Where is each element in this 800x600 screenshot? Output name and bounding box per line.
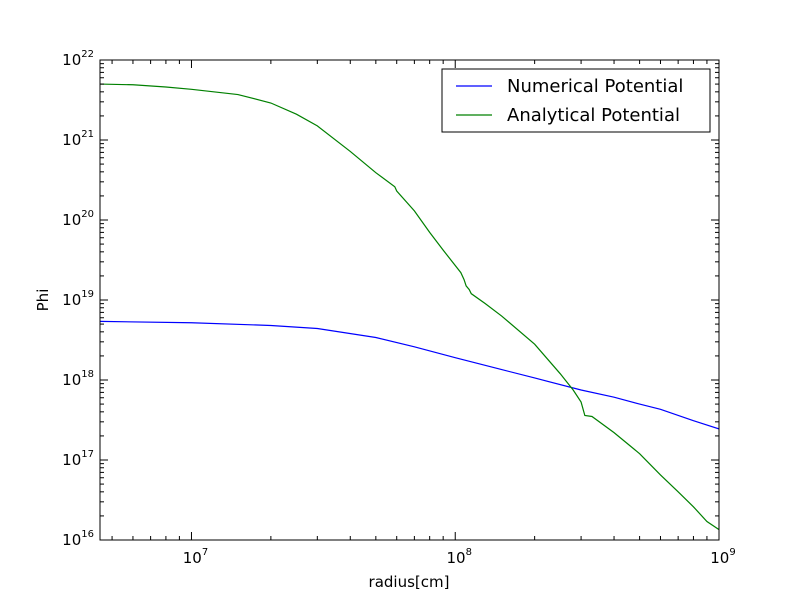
y-tick-label: 1018 xyxy=(62,369,94,389)
y-tick-label: 1021 xyxy=(62,129,94,149)
y-tick-label: 1022 xyxy=(62,49,94,69)
series-layer xyxy=(100,83,719,531)
series-line-1 xyxy=(100,83,719,531)
y-tick-label: 1016 xyxy=(62,529,94,549)
legend-label-analytical: Analytical Potential xyxy=(507,105,680,126)
legend: Numerical Potential Analytical Potential xyxy=(441,68,711,133)
legend-label-numerical: Numerical Potential xyxy=(507,76,683,97)
y-tick-label: 1020 xyxy=(62,209,94,229)
x-axis-label: radius[cm] xyxy=(369,573,450,591)
ticks-layer: 107 108 109 1016 1017 1018 1019 1020 1021 1022 xyxy=(62,49,736,567)
legend-box xyxy=(441,68,711,133)
x-tick-label: 108 xyxy=(447,547,472,567)
y-tick-label: 1019 xyxy=(62,289,94,309)
x-tick-label: 109 xyxy=(710,547,735,567)
x-tick-label: 107 xyxy=(183,547,208,567)
series-line-0 xyxy=(100,320,719,430)
y-axis-label: Phi xyxy=(34,289,52,312)
y-tick-label: 1017 xyxy=(62,449,94,469)
